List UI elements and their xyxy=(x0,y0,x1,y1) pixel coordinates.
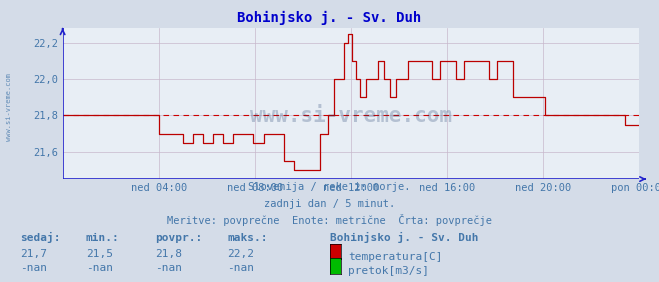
Text: Slovenija / reke in morje.: Slovenija / reke in morje. xyxy=(248,182,411,192)
Text: -nan: -nan xyxy=(20,263,47,273)
Text: maks.:: maks.: xyxy=(227,233,268,243)
Text: Bohinjsko j. - Sv. Duh: Bohinjsko j. - Sv. Duh xyxy=(330,232,478,243)
Text: -nan: -nan xyxy=(86,263,113,273)
Text: temperatura[C]: temperatura[C] xyxy=(348,252,442,262)
Text: sedaj:: sedaj: xyxy=(20,232,60,243)
Text: 22,2: 22,2 xyxy=(227,249,254,259)
Text: zadnji dan / 5 minut.: zadnji dan / 5 minut. xyxy=(264,199,395,209)
Text: -nan: -nan xyxy=(227,263,254,273)
Text: www.si-vreme.com: www.si-vreme.com xyxy=(5,73,12,141)
Text: 21,7: 21,7 xyxy=(20,249,47,259)
Text: -nan: -nan xyxy=(155,263,182,273)
Text: Meritve: povprečne  Enote: metrične  Črta: povprečje: Meritve: povprečne Enote: metrične Črta:… xyxy=(167,214,492,226)
Text: min.:: min.: xyxy=(86,233,119,243)
Text: Bohinjsko j. - Sv. Duh: Bohinjsko j. - Sv. Duh xyxy=(237,11,422,25)
Text: www.si-vreme.com: www.si-vreme.com xyxy=(250,106,452,126)
Text: 21,8: 21,8 xyxy=(155,249,182,259)
Text: pretok[m3/s]: pretok[m3/s] xyxy=(348,266,429,276)
Text: povpr.:: povpr.: xyxy=(155,233,202,243)
Text: 21,5: 21,5 xyxy=(86,249,113,259)
